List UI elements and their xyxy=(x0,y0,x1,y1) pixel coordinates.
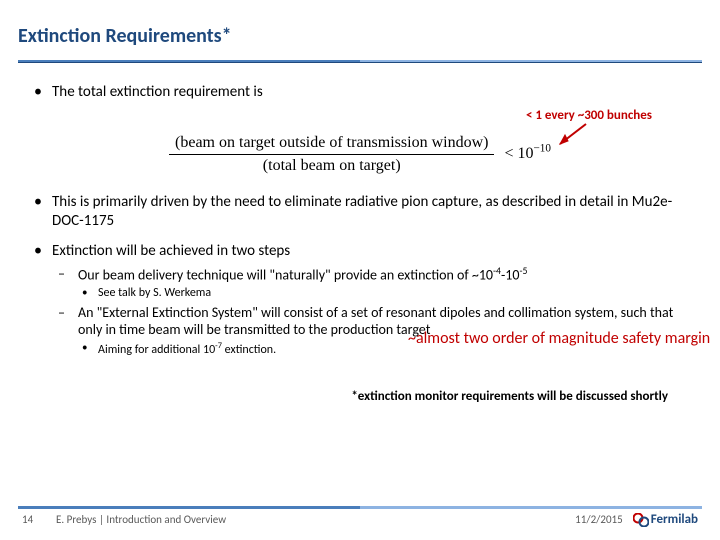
footer-author: E. Prebys | Introduction and Overview xyxy=(44,513,575,526)
fermilab-logo-icon xyxy=(633,513,649,527)
fermilab-logo-text: Fermilab xyxy=(651,512,698,527)
b3a-mid: -10 xyxy=(501,267,519,284)
bullet-two-steps: Extinction will be achieved in two steps xyxy=(34,242,692,261)
b3a-pre: Our beam delivery technique will "natura… xyxy=(78,267,493,284)
formula-lt: < xyxy=(504,145,513,162)
annotation-bunches-text: < 1 every ~300 bunches xyxy=(526,108,652,123)
annotation-safety-margin: ~almost two order of magnitude safety ma… xyxy=(408,329,718,348)
b3b-sub-exp: -7 xyxy=(215,341,222,351)
bullet-total-req: The total extinction requirement is xyxy=(34,83,692,102)
formula-numerator: (beam on target outside of transmission … xyxy=(169,134,494,155)
footer: 14 E. Prebys | Introduction and Overview… xyxy=(0,506,720,540)
fermilab-logo: Fermilab xyxy=(633,512,698,527)
extinction-formula: (beam on target outside of transmission … xyxy=(169,134,551,175)
formula-exp: −10 xyxy=(533,143,551,155)
annotation-bunches: < 1 every ~300 bunches xyxy=(28,106,692,124)
arrow-icon xyxy=(552,122,592,152)
formula-base: 10 xyxy=(517,145,533,162)
page-number: 14 xyxy=(22,513,44,526)
b3a-exp2: -5 xyxy=(519,265,527,277)
footer-date: 11/2/2015 xyxy=(575,513,633,526)
b3b-sub-post: extinction. xyxy=(222,343,276,357)
bullet-primarily-driven: This is primarily driven by the need to … xyxy=(34,193,692,231)
bullet-natural-extinction: Our beam delivery technique will "natura… xyxy=(58,265,692,284)
formula-block: (beam on target outside of transmission … xyxy=(28,134,692,175)
formula-denominator: (total beam on target) xyxy=(169,155,494,175)
asterisk-note: *extinction monitor requirements will be… xyxy=(28,389,692,404)
b3a-exp1: -4 xyxy=(493,265,501,277)
bullet-see-talk: See talk by S. Werkema xyxy=(82,286,692,302)
slide-title: Extinction Requirements* xyxy=(18,24,702,48)
slide-body: The total extinction requirement is < 1 … xyxy=(0,63,720,404)
b3b-sub-pre: Aiming for additional 10 xyxy=(98,343,215,357)
